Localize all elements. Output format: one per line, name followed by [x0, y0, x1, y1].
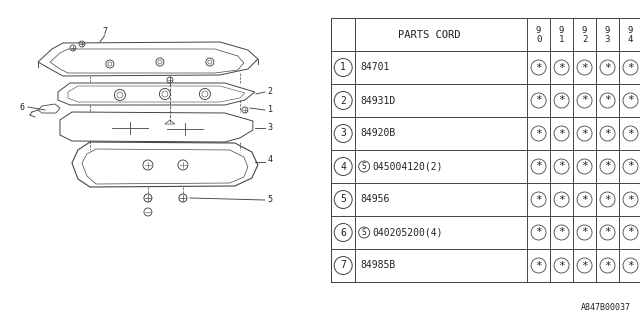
Text: *: * — [535, 195, 542, 204]
Text: *: * — [604, 228, 611, 237]
Text: *: * — [627, 62, 634, 73]
Text: 2: 2 — [582, 35, 588, 44]
Text: 2: 2 — [268, 87, 273, 97]
Text: 4: 4 — [268, 156, 273, 164]
Text: 9: 9 — [628, 26, 633, 35]
Bar — [331, 18, 640, 282]
Text: *: * — [558, 228, 565, 237]
Text: *: * — [535, 95, 542, 106]
Text: *: * — [627, 95, 634, 106]
Text: *: * — [558, 162, 565, 172]
Text: 4: 4 — [340, 162, 346, 172]
Text: *: * — [627, 228, 634, 237]
Text: 2: 2 — [340, 95, 346, 106]
Text: 3: 3 — [340, 129, 346, 139]
Text: *: * — [627, 260, 634, 270]
Text: *: * — [581, 129, 588, 139]
Text: *: * — [535, 260, 542, 270]
Text: 7: 7 — [340, 260, 346, 270]
Text: *: * — [581, 62, 588, 73]
Text: 1: 1 — [340, 62, 346, 73]
Text: 7: 7 — [102, 28, 108, 36]
Text: *: * — [604, 95, 611, 106]
Text: *: * — [581, 228, 588, 237]
Text: *: * — [581, 162, 588, 172]
Text: 9: 9 — [605, 26, 610, 35]
Text: 84931D: 84931D — [360, 95, 396, 106]
Text: *: * — [627, 162, 634, 172]
Text: PARTS CORD: PARTS CORD — [398, 29, 460, 39]
Text: 3: 3 — [268, 124, 273, 132]
Text: *: * — [535, 129, 542, 139]
Text: 040205200(4): 040205200(4) — [372, 228, 443, 237]
Text: 84985B: 84985B — [360, 260, 396, 270]
Text: *: * — [581, 195, 588, 204]
Text: *: * — [581, 260, 588, 270]
Text: 84920B: 84920B — [360, 129, 396, 139]
Text: *: * — [535, 228, 542, 237]
Text: *: * — [604, 129, 611, 139]
Text: 5: 5 — [268, 196, 273, 204]
Text: 84701: 84701 — [360, 62, 390, 73]
Text: *: * — [558, 62, 565, 73]
Text: *: * — [558, 195, 565, 204]
Text: 6: 6 — [19, 102, 24, 111]
Text: 5: 5 — [340, 195, 346, 204]
Text: *: * — [627, 195, 634, 204]
Text: 3: 3 — [605, 35, 610, 44]
Text: *: * — [535, 62, 542, 73]
Text: S: S — [362, 228, 367, 237]
Text: *: * — [558, 95, 565, 106]
Text: 9: 9 — [536, 26, 541, 35]
Text: S: S — [362, 162, 367, 171]
Text: *: * — [604, 62, 611, 73]
Text: 84956: 84956 — [360, 195, 390, 204]
Text: *: * — [535, 162, 542, 172]
Text: *: * — [604, 260, 611, 270]
Text: *: * — [604, 162, 611, 172]
Text: *: * — [581, 95, 588, 106]
Text: 9: 9 — [559, 26, 564, 35]
Text: 1: 1 — [268, 106, 273, 115]
Text: *: * — [558, 260, 565, 270]
Text: *: * — [558, 129, 565, 139]
Text: 0: 0 — [536, 35, 541, 44]
Text: 9: 9 — [582, 26, 588, 35]
Text: 1: 1 — [559, 35, 564, 44]
Text: *: * — [604, 195, 611, 204]
Text: 045004120(2): 045004120(2) — [372, 162, 443, 172]
Text: *: * — [627, 129, 634, 139]
Text: 4: 4 — [628, 35, 633, 44]
Text: A847B00037: A847B00037 — [581, 303, 631, 312]
Text: 6: 6 — [340, 228, 346, 237]
